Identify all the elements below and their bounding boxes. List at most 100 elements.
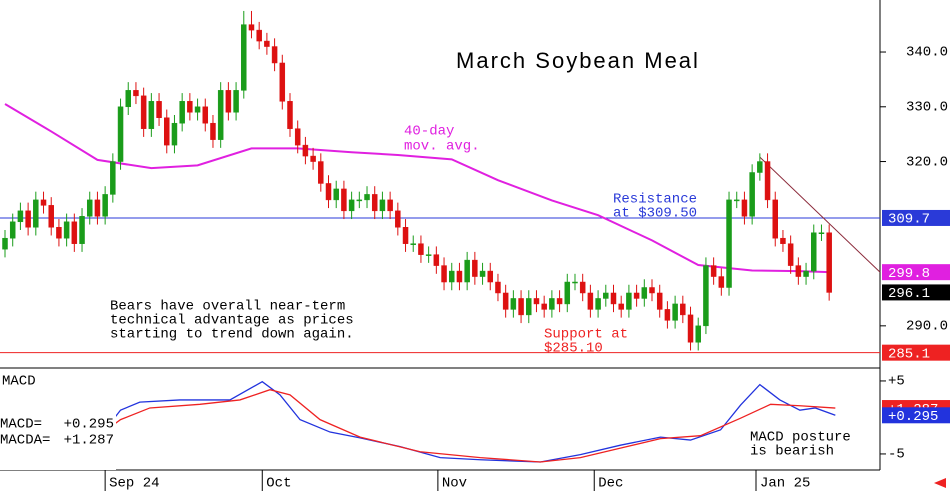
value-tag-label: 296.1 xyxy=(888,286,930,302)
candle-body xyxy=(587,292,594,310)
candle-body xyxy=(356,199,363,202)
candle-body xyxy=(672,303,678,321)
candle-body xyxy=(772,199,778,239)
candle-body xyxy=(310,155,316,162)
candle-body xyxy=(780,237,786,244)
candle-body xyxy=(626,292,632,310)
candle-body xyxy=(526,298,532,316)
candle-body xyxy=(472,259,478,277)
candle-body xyxy=(40,199,47,206)
candle-body xyxy=(787,243,794,266)
candle-body xyxy=(341,188,347,212)
legend-name: MACD= xyxy=(0,417,42,433)
value-tag xyxy=(882,344,950,361)
candle-body xyxy=(811,232,817,272)
candle-body xyxy=(633,292,640,299)
candle-body xyxy=(379,199,386,212)
candle-body xyxy=(333,188,339,201)
candle-body xyxy=(479,270,486,277)
candle-body xyxy=(48,205,54,228)
value-tag-label: 309.7 xyxy=(888,212,930,228)
candle-body xyxy=(564,281,571,305)
candle-body xyxy=(556,298,563,305)
candle-body xyxy=(9,221,16,239)
macd-line xyxy=(89,389,836,463)
candle-body xyxy=(502,292,509,310)
candle-body xyxy=(79,216,85,244)
candle-body xyxy=(687,314,694,343)
candle-body xyxy=(194,106,201,113)
candle-body xyxy=(140,95,147,129)
candle-body xyxy=(187,101,193,113)
annotation: mov. avg. xyxy=(404,139,480,155)
candle-body xyxy=(264,40,270,47)
candle-body xyxy=(86,199,93,217)
candle-body xyxy=(56,227,62,239)
y-tick-label: 330.0 xyxy=(906,99,948,115)
candle-body xyxy=(533,298,540,305)
candle-body xyxy=(395,210,401,228)
candle-body xyxy=(803,270,809,277)
y-tick-label: -5 xyxy=(888,447,905,463)
candle-body xyxy=(510,298,517,310)
y-tick-label: +5 xyxy=(888,374,905,390)
candle-body xyxy=(425,254,432,256)
candle-body xyxy=(318,161,324,184)
candle-body xyxy=(33,199,39,228)
candle-body xyxy=(371,194,378,212)
candle-body xyxy=(610,292,617,305)
legend-box xyxy=(0,414,116,470)
candle-body xyxy=(402,227,409,244)
y-tick-label: 340.0 xyxy=(906,45,948,61)
candle-body xyxy=(487,270,494,283)
candle-body xyxy=(572,281,578,284)
candle-body xyxy=(171,122,178,146)
candle-body xyxy=(680,303,686,316)
candle-body xyxy=(256,29,262,42)
candle-body xyxy=(818,232,825,234)
candle-body xyxy=(749,172,755,217)
x-tick-label: Dec xyxy=(598,476,623,491)
y-tick-label: 290.0 xyxy=(906,319,948,335)
candle-body xyxy=(25,210,31,228)
candle-body xyxy=(364,194,370,201)
value-tag xyxy=(882,209,950,226)
macd-line xyxy=(89,380,836,463)
candle-body xyxy=(456,270,463,283)
candle-body xyxy=(287,101,293,129)
candle-body xyxy=(595,298,601,310)
macd-title: MACD xyxy=(2,374,36,390)
candle-body xyxy=(495,281,501,294)
annotation: MACD posture xyxy=(750,430,851,446)
candle-body xyxy=(618,303,624,310)
candle-body xyxy=(279,62,286,102)
candle-body xyxy=(133,90,139,97)
annotation: at $309.50 xyxy=(613,206,697,222)
candle-body xyxy=(710,265,717,277)
candle-body xyxy=(156,101,162,118)
value-tag-label: +0.295 xyxy=(888,409,938,425)
scroll-arrow xyxy=(934,478,946,488)
candle-body xyxy=(664,309,671,321)
legend-name: MACDA= xyxy=(0,433,50,449)
candle-body xyxy=(733,199,740,202)
candle-body xyxy=(418,243,424,255)
candle-body xyxy=(703,265,709,327)
candle-body xyxy=(325,183,332,201)
annotation: 40-day xyxy=(404,124,454,140)
candle-body xyxy=(448,270,455,283)
trendline xyxy=(759,156,881,273)
annotation: Resistance xyxy=(613,192,697,208)
candle-body xyxy=(71,221,78,244)
candle-body xyxy=(641,287,648,299)
value-tag xyxy=(882,407,950,424)
candle-body xyxy=(649,287,655,294)
x-tick-label: Nov xyxy=(442,476,467,491)
candle-body xyxy=(518,298,524,316)
candle-body xyxy=(148,101,155,129)
candle-body xyxy=(94,199,101,217)
candle-body xyxy=(110,161,116,195)
candle-body xyxy=(656,292,663,310)
annotation: Bears have overall near-term xyxy=(110,299,345,315)
